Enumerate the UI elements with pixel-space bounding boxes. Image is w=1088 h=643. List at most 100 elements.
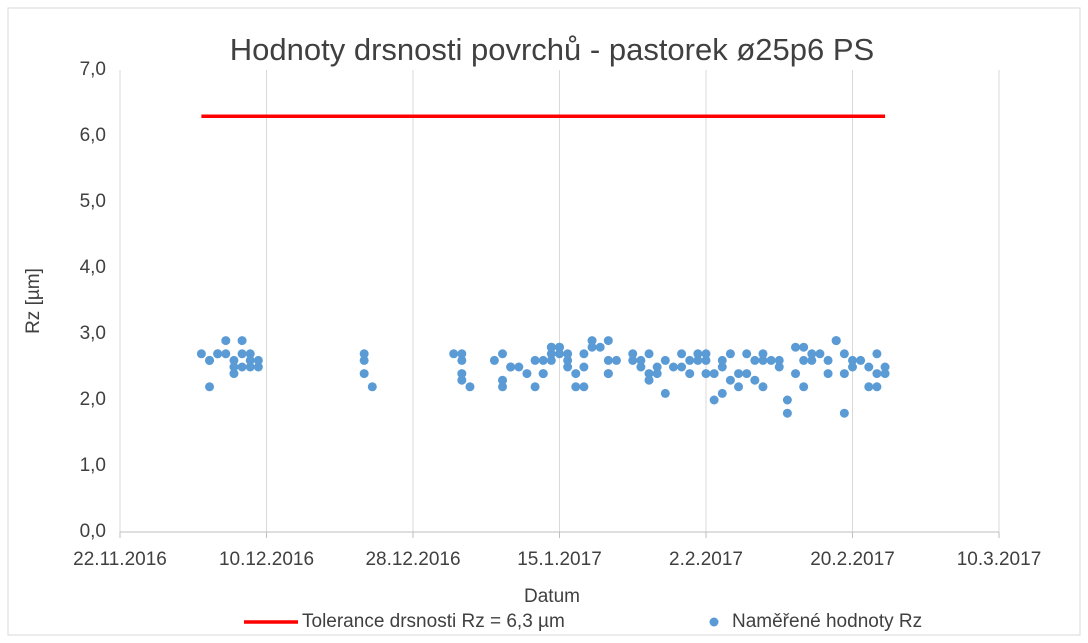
data-point — [717, 355, 727, 365]
data-point — [555, 349, 564, 359]
x-axis-label: Datum — [524, 586, 580, 607]
data-point — [799, 342, 809, 352]
data-point — [449, 349, 459, 359]
data-point — [587, 342, 597, 352]
data-point — [742, 369, 752, 379]
data-point — [685, 355, 695, 365]
y-tick-label: 2,0 — [80, 389, 106, 410]
data-point — [546, 349, 556, 359]
y-tick-label: 5,0 — [80, 191, 106, 212]
data-point — [514, 362, 524, 372]
data-point — [498, 349, 508, 359]
data-point — [538, 355, 548, 365]
y-axis-label: Rz [µm] — [23, 268, 44, 334]
data-point — [229, 355, 239, 365]
data-point — [253, 355, 263, 365]
data-point — [839, 369, 849, 379]
data-point — [611, 355, 621, 365]
y-tick-label: 0,0 — [80, 521, 106, 542]
data-point — [693, 355, 703, 365]
x-tick-label: 20.2.2017 — [810, 549, 895, 570]
data-point — [677, 349, 687, 359]
data-point — [498, 375, 508, 385]
data-point — [774, 362, 784, 372]
data-point — [205, 382, 215, 392]
legend-label: Naměřené hodnoty Rz — [732, 611, 922, 632]
data-point — [563, 355, 573, 365]
data-point — [359, 369, 369, 379]
data-point — [823, 355, 833, 365]
data-point — [546, 355, 556, 365]
x-tick-label: 28.12.2016 — [365, 549, 460, 570]
data-point — [465, 382, 475, 392]
data-point — [880, 369, 890, 379]
data-point — [530, 355, 540, 365]
data-point — [848, 355, 857, 365]
data-point — [685, 369, 695, 379]
data-point — [546, 342, 556, 352]
x-tick-label: 10.12.2016 — [219, 549, 314, 570]
data-point — [872, 382, 882, 392]
chart-title: Hodnoty drsnosti povrchů - pastorek ø25p… — [230, 32, 874, 67]
data-point — [734, 369, 744, 379]
data-point — [245, 349, 255, 359]
data-point — [701, 349, 711, 359]
y-tick-label: 6,0 — [80, 125, 106, 146]
data-point — [579, 362, 589, 372]
x-tick-label: 22.11.2016 — [73, 549, 167, 570]
legend-label: Tolerance drsnosti Rz = 6,3 µm — [302, 611, 565, 632]
data-point — [742, 349, 752, 359]
data-point — [791, 369, 801, 379]
data-point — [725, 349, 735, 359]
data-point — [229, 369, 239, 379]
data-point — [213, 349, 223, 359]
data-point — [359, 355, 369, 365]
data-point — [229, 362, 239, 372]
data-point — [237, 349, 247, 359]
data-point — [823, 369, 833, 379]
data-point — [563, 362, 573, 372]
data-point — [709, 369, 719, 379]
data-point — [701, 355, 711, 365]
data-point — [872, 349, 882, 359]
data-point — [717, 362, 727, 372]
data-point — [791, 342, 801, 352]
legend-swatch — [709, 617, 719, 627]
x-tick-label: 2.2.2017 — [669, 549, 743, 570]
data-point — [603, 336, 613, 346]
data-point — [603, 355, 613, 365]
data-point — [603, 369, 613, 379]
data-point — [815, 349, 825, 359]
data-point — [660, 388, 670, 398]
data-point — [571, 369, 581, 379]
data-point — [864, 382, 874, 392]
data-point — [750, 375, 760, 385]
data-point — [457, 375, 467, 385]
data-point — [636, 355, 646, 365]
data-point — [848, 362, 857, 372]
y-tick-label: 1,0 — [80, 455, 106, 476]
data-point — [237, 362, 247, 372]
chart-frame — [7, 7, 1081, 636]
data-point — [457, 369, 467, 379]
data-point — [205, 355, 215, 365]
y-tick-label: 4,0 — [80, 257, 106, 278]
data-point — [221, 349, 231, 359]
data-point — [660, 355, 670, 365]
data-point — [839, 349, 849, 359]
data-point — [522, 369, 532, 379]
data-point — [652, 362, 662, 372]
data-point — [563, 349, 573, 359]
y-tick-label: 7,0 — [80, 59, 106, 80]
data-point — [782, 408, 792, 418]
data-point — [693, 349, 703, 359]
data-point — [221, 336, 231, 346]
data-point — [644, 375, 654, 385]
data-point — [677, 362, 687, 372]
data-point — [253, 362, 263, 372]
data-point — [807, 355, 817, 365]
data-point — [880, 362, 890, 372]
data-point — [538, 369, 548, 379]
data-point — [652, 369, 662, 379]
data-point — [359, 349, 369, 359]
